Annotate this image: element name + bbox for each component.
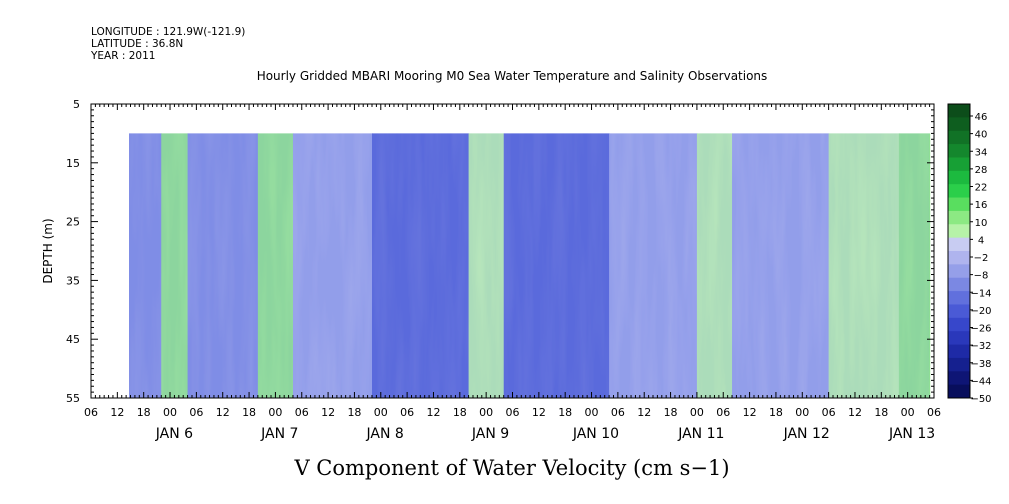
x-tick-label: 06 — [716, 406, 730, 419]
colorbar-label: 22 — [975, 183, 988, 194]
colorbar-swatch — [948, 104, 970, 118]
colorbar-swatch — [948, 251, 970, 265]
y-tick-label: 35 — [66, 274, 80, 287]
x-tick-label: 06 — [295, 406, 309, 419]
x-tick-label: 18 — [347, 406, 361, 419]
colorbar-swatch — [948, 117, 970, 132]
colorbar-label: −2 — [974, 253, 989, 264]
colorbar-label: 34 — [975, 147, 988, 158]
x-tick-label: 06 — [84, 406, 98, 419]
y-tick-label: 5 — [73, 98, 80, 111]
y-tick-label: 25 — [66, 216, 80, 229]
colorbar-label: 46 — [975, 112, 988, 123]
x-tick-label: 00 — [901, 406, 915, 419]
year-label: YEAR : 2011 — [90, 50, 155, 62]
colorbar-label: −20 — [970, 306, 991, 317]
colorbar-label: −32 — [970, 341, 991, 352]
colorbar-label: −26 — [970, 324, 991, 335]
day-label: JAN 11 — [677, 426, 724, 442]
day-label: JAN 8 — [366, 426, 404, 442]
colorbar-swatch — [948, 184, 970, 198]
colorbar-swatch — [948, 144, 970, 158]
colorbar-label: 4 — [978, 235, 984, 246]
colorbar-swatch — [948, 317, 970, 332]
x-tick-label: 12 — [216, 406, 230, 419]
colorbar-swatch — [948, 291, 970, 305]
x-tick-label: 12 — [743, 406, 757, 419]
colorbar-swatch — [948, 170, 970, 185]
colorbar-label: 10 — [975, 218, 988, 229]
colorbar-swatch — [948, 264, 970, 279]
field-texture — [129, 133, 930, 398]
x-tick-label: 18 — [558, 406, 572, 419]
colorbar: 46 40 34 28 22 16 10 4 −2 −8 −14 −20 −26 −32 −38 −44 −50 — [947, 103, 992, 405]
x-tick-label: 12 — [637, 406, 651, 419]
x-tick-label: 12 — [848, 406, 862, 419]
colorbar-swatch — [948, 384, 970, 399]
y-axis: 5 15 25 35 45 55 — [66, 98, 934, 405]
x-tick-label: 18 — [664, 406, 678, 419]
x-tick-label: 18 — [453, 406, 467, 419]
x-tick-label: 18 — [769, 406, 783, 419]
y-tick-label: 45 — [66, 333, 80, 346]
day-label: JAN 9 — [471, 426, 509, 442]
x-tick-label: 00 — [479, 406, 493, 419]
day-label: JAN 10 — [572, 426, 619, 442]
day-label: JAN 12 — [783, 426, 830, 442]
colorbar-frame — [947, 103, 971, 399]
colorbar-label: −50 — [970, 394, 991, 405]
colorbar-swatch — [948, 357, 970, 372]
x-tick-label: 06 — [506, 406, 520, 419]
x-axis: 06 12 18 00 06 12 18 00 06 12 18 00 06 12 18 00 06 12 18 00… — [84, 104, 941, 442]
y-tick-label: 55 — [66, 392, 80, 405]
x-tick-label: 00 — [268, 406, 282, 419]
x-axis-label: V Component of Water Velocity (cm s−1) — [293, 456, 729, 480]
colorbar-swatch — [948, 197, 970, 212]
colorbar-label: −14 — [970, 288, 991, 299]
x-tick-label: 00 — [374, 406, 388, 419]
colorbar-label: 16 — [975, 200, 988, 211]
x-tick-label: 18 — [242, 406, 256, 419]
colorbar-label: −8 — [974, 271, 989, 282]
x-tick-label: 06 — [189, 406, 203, 419]
colorbar-swatch — [948, 157, 970, 172]
x-tick-label: 00 — [585, 406, 599, 419]
y-tick-label: 15 — [66, 157, 80, 170]
colorbar-swatch — [948, 344, 970, 359]
x-tick-label: 12 — [321, 406, 335, 419]
velocity-field — [129, 133, 931, 398]
x-tick-label: 06 — [400, 406, 414, 419]
x-tick-label: 00 — [795, 406, 809, 419]
x-tick-label: 06 — [822, 406, 836, 419]
x-tick-label: 06 — [927, 406, 941, 419]
colorbar-label: −44 — [970, 376, 991, 387]
x-tick-label: 18 — [137, 406, 151, 419]
x-tick-label: 00 — [690, 406, 704, 419]
colorbar-swatch — [948, 304, 970, 319]
chart-title: Hourly Gridded MBARI Mooring M0 Sea Wate… — [257, 69, 768, 83]
colorbar-swatch — [948, 224, 970, 239]
colorbar-label: 28 — [975, 165, 988, 176]
colorbar-swatch — [948, 237, 970, 252]
x-tick-label: 12 — [532, 406, 546, 419]
colorbar-label: −38 — [970, 359, 991, 370]
day-label: JAN 13 — [888, 426, 935, 442]
x-tick-label: 12 — [426, 406, 440, 419]
colorbar-swatch — [948, 130, 970, 145]
x-tick-label: 12 — [110, 406, 124, 419]
x-tick-label: 06 — [611, 406, 625, 419]
day-label: JAN 7 — [260, 426, 298, 442]
colorbar-swatch — [948, 277, 970, 292]
colorbar-label: 40 — [975, 130, 988, 141]
longitude-label: LONGITUDE : 121.9W(-121.9) — [91, 26, 245, 38]
x-tick-label: 18 — [874, 406, 888, 419]
day-label: JAN 6 — [155, 426, 193, 442]
colorbar-swatch — [948, 210, 970, 225]
x-tick-label: 00 — [163, 406, 177, 419]
colorbar-swatch — [948, 331, 970, 345]
colorbar-swatch — [948, 371, 970, 386]
latitude-label: LATITUDE : 36.8N — [91, 38, 183, 50]
y-axis-label: DEPTH (m) — [41, 218, 55, 283]
